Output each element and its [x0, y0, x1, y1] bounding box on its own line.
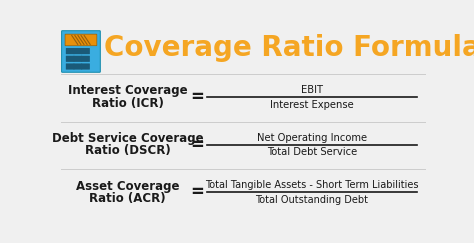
Text: Total Outstanding Debt: Total Outstanding Debt	[255, 195, 368, 205]
Text: =: =	[190, 183, 204, 201]
Text: Debt Service Coverage: Debt Service Coverage	[52, 132, 203, 145]
Text: Ratio (DSCR): Ratio (DSCR)	[84, 144, 170, 157]
Text: Interest Expense: Interest Expense	[270, 100, 354, 110]
FancyBboxPatch shape	[73, 56, 82, 62]
Text: Ratio (ACR): Ratio (ACR)	[89, 192, 166, 205]
Text: Total Debt Service: Total Debt Service	[267, 147, 357, 157]
Text: Ratio (ICR): Ratio (ICR)	[91, 96, 164, 110]
Text: Net Operating Income: Net Operating Income	[257, 133, 367, 143]
FancyBboxPatch shape	[73, 63, 82, 69]
FancyBboxPatch shape	[65, 34, 97, 46]
Text: =: =	[190, 88, 204, 106]
FancyBboxPatch shape	[66, 56, 74, 62]
Text: Coverage Ratio Formula: Coverage Ratio Formula	[104, 34, 474, 62]
FancyBboxPatch shape	[82, 48, 90, 54]
FancyBboxPatch shape	[82, 56, 90, 62]
FancyBboxPatch shape	[82, 63, 90, 69]
FancyBboxPatch shape	[66, 63, 74, 69]
Text: Asset Coverage: Asset Coverage	[76, 180, 179, 193]
FancyBboxPatch shape	[66, 48, 74, 54]
Text: Total Tangible Assets - Short Term Liabilities: Total Tangible Assets - Short Term Liabi…	[205, 181, 419, 191]
Text: =: =	[190, 136, 204, 154]
FancyBboxPatch shape	[73, 48, 82, 54]
Text: Interest Coverage: Interest Coverage	[68, 84, 187, 97]
FancyBboxPatch shape	[62, 31, 100, 72]
Text: EBIT: EBIT	[301, 85, 323, 95]
